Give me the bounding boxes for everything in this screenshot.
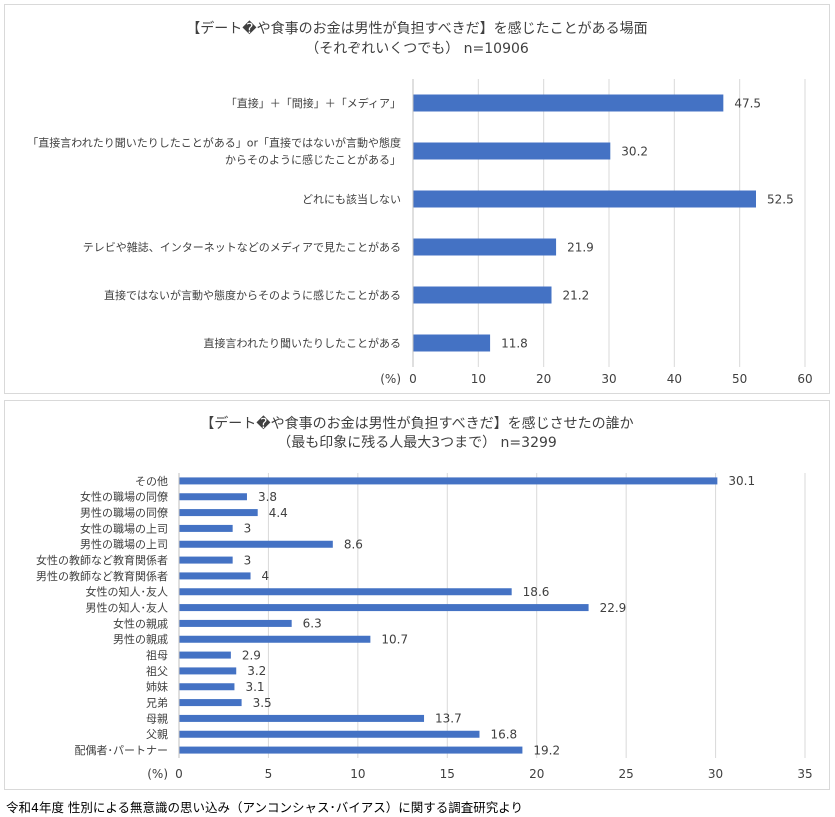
x-tick-label: 30 (708, 767, 723, 781)
category-label: 母親 (146, 712, 168, 725)
data-label: 6.3 (303, 617, 322, 631)
chart-panel-scenes: 【デート�や食事のお金は男性が負担すべきだ】を感じたことがある場面 （それぞれい… (4, 4, 830, 394)
x-unit-label: (%) (380, 372, 401, 386)
category-label: 男性の職場の上司 (80, 537, 168, 551)
x-tick-label: 10 (471, 372, 486, 386)
category-label: 直接ではないが言動や態度からそのように感じたことがある (104, 288, 401, 302)
category-label: その他 (135, 475, 168, 488)
data-label: 3.5 (253, 696, 272, 710)
x-tick-label: 30 (601, 372, 616, 386)
bar (179, 714, 425, 722)
bar (413, 142, 611, 160)
data-label: 47.5 (734, 96, 761, 110)
source-note: 令和4年度 性別による無意識の思い込み（アンコンシャス･バイアス）に関する調査研… (6, 800, 524, 815)
data-label: 30.2 (621, 144, 648, 158)
bar (179, 604, 589, 612)
data-label: 8.6 (344, 538, 363, 552)
data-label: 22.9 (600, 601, 627, 615)
x-tick-label: 0 (175, 767, 183, 781)
category-label: 「直接言われたり聞いたりしたことがある」or「直接ではないが言動や態度 (27, 135, 401, 149)
data-label: 19.2 (533, 743, 560, 757)
category-label: テレビや雑誌、インターネットなどのメディアで見たことがある (83, 240, 401, 254)
category-label: 配偶者･パートナー (75, 744, 169, 757)
x-tick-label: 25 (619, 767, 634, 781)
category-label: 姉妹 (146, 680, 168, 694)
data-label: 2.9 (242, 648, 261, 662)
bar (179, 509, 258, 517)
data-label: 11.8 (501, 336, 528, 350)
data-label: 13.7 (435, 712, 462, 726)
bar (413, 94, 724, 112)
bar (179, 651, 231, 659)
data-label: 52.5 (767, 192, 794, 206)
category-label: 直接言われたり聞いたりしたことがある (204, 336, 401, 350)
bar-chart-scenes: 47.5 「直接」＋「間接」＋「メディア」 30.2 「直接言われたり聞いたりしたこと… (27, 79, 813, 386)
x-tick-label: 10 (350, 767, 365, 781)
data-label: 16.8 (490, 728, 517, 742)
category-label: からそのように感じたことがある」 (225, 152, 401, 166)
x-tick-label: 20 (536, 372, 551, 386)
bar (179, 477, 718, 485)
bar-chart-who: 30.1 その他 3.8 女性の職場の同僚 4.4 男性の職場の同僚 3 女性の職場の上司 8.… (36, 473, 813, 781)
x-tick-label: 35 (797, 767, 812, 781)
bar (179, 493, 247, 501)
bar (179, 667, 237, 675)
bar (179, 540, 333, 548)
category-label: 男性の親戚 (113, 632, 168, 646)
data-label: 3 (244, 553, 252, 567)
bar (413, 190, 756, 208)
category-label: どれにも該当しない (302, 192, 401, 206)
bar (179, 524, 233, 532)
data-label: 3.2 (247, 664, 266, 678)
bar (413, 238, 557, 256)
category-label: 女性の職場の同僚 (80, 490, 168, 504)
x-tick-label: 50 (732, 372, 747, 386)
data-label: 21.2 (563, 288, 590, 302)
bar (179, 635, 371, 643)
category-label: 女性の親戚 (113, 616, 168, 630)
chart-title-line1: 【デート�や食事のお金は男性が負担すべきだ】を感じたことがある場面 (186, 21, 648, 37)
bar (179, 699, 242, 707)
data-label: 3.1 (245, 680, 264, 694)
x-tick-label: 40 (667, 372, 682, 386)
data-label: 4.4 (269, 506, 288, 520)
bar (413, 334, 491, 352)
bar (179, 588, 512, 596)
x-tick-label: 5 (265, 767, 273, 781)
x-tick-label: 60 (797, 372, 812, 386)
category-label: 女性の教師など教育関係者 (36, 553, 168, 567)
data-label: 21.9 (567, 240, 594, 254)
category-label: 兄弟 (146, 697, 168, 710)
x-unit-label: (%) (147, 767, 168, 781)
bar (179, 556, 233, 564)
x-tick-label: 20 (529, 767, 544, 781)
category-label: 男性の職場の同僚 (80, 506, 168, 520)
chart-panel-who: 【デート�や食事のお金は男性が負担すべきだ】を感じさせたの誰か （最も印象に残る… (4, 400, 830, 790)
bar (179, 683, 235, 691)
data-label: 4 (262, 569, 270, 583)
data-label: 30.1 (728, 474, 755, 488)
category-label: 父親 (146, 728, 168, 741)
data-label: 18.6 (523, 585, 550, 599)
bar (179, 730, 480, 738)
bar (179, 746, 523, 754)
category-label: 「直接」＋「間接」＋「メディア」 (226, 96, 401, 110)
category-label: 祖母 (146, 648, 168, 662)
x-tick-label: 15 (440, 767, 455, 781)
category-label: 祖父 (146, 664, 168, 678)
data-label: 3 (244, 522, 252, 536)
category-label: 女性の知人･友人 (86, 585, 169, 599)
bar (413, 286, 552, 304)
data-label: 10.7 (381, 633, 408, 647)
data-label: 3.8 (258, 490, 277, 504)
chart-title-line2: （それぞれいくつでも） n=10906 (305, 41, 529, 57)
chart-title-line2: （最も印象に残る人最大3つまで） n=3299 (277, 435, 557, 451)
category-label: 女性の職場の上司 (80, 521, 168, 535)
x-tick-label: 0 (409, 372, 417, 386)
category-label: 男性の教師など教育関係者 (36, 569, 168, 583)
chart-title-line1: 【デート�や食事のお金は男性が負担すべきだ】を感じさせたの誰か (200, 416, 634, 432)
bar (179, 619, 292, 627)
category-label: 男性の知人･友人 (86, 601, 169, 615)
bar (179, 572, 251, 580)
